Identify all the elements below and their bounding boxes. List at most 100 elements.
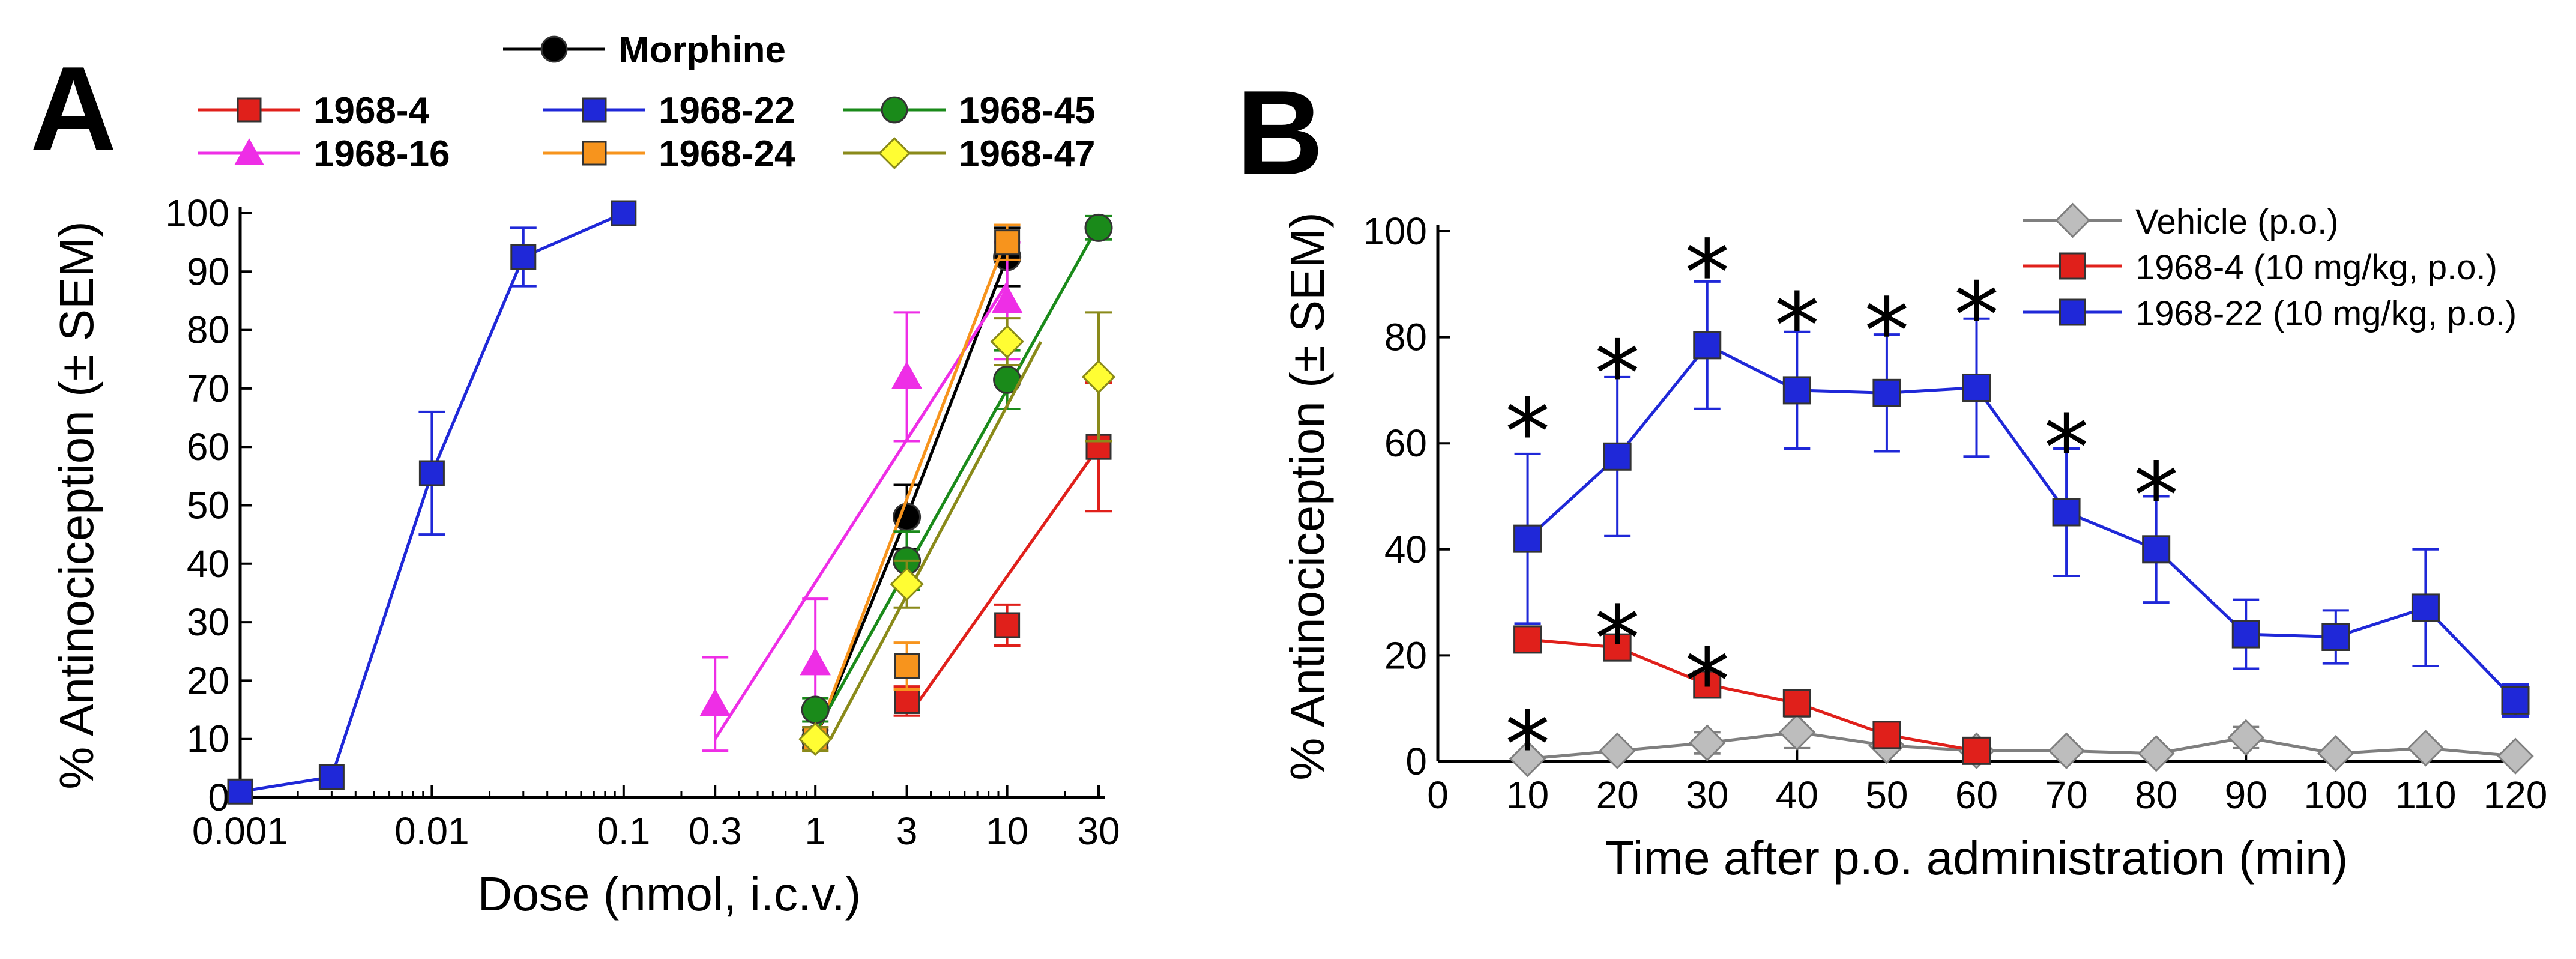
series-line: [1527, 638, 1977, 752]
data-point: [1513, 625, 1542, 654]
data-point: [2231, 620, 2260, 649]
legend-label: Vehicle (p.o.): [2135, 202, 2339, 241]
legend-marker: [234, 138, 264, 165]
regression-line: [829, 340, 1043, 740]
data-point: [1693, 331, 1722, 360]
y-tick-label: 100: [1363, 210, 1427, 253]
x-tick-label: 100: [2303, 773, 2368, 817]
x-tick-label: 40: [1776, 773, 1818, 817]
legend-marker: [878, 137, 911, 169]
significance-star: *: [1595, 587, 1640, 692]
x-tick-label: 0.3: [689, 809, 742, 853]
data-point: [1509, 740, 1546, 778]
data-point: [611, 200, 637, 226]
x-tick-label: 70: [2045, 773, 2087, 817]
data-point: [894, 653, 920, 679]
legend-label: 1968-22: [659, 90, 795, 132]
data-point: [2411, 593, 2440, 622]
x-tick-label: 50: [1865, 773, 1908, 817]
data-point: [893, 503, 922, 531]
y-tick-label: 20: [1384, 634, 1427, 677]
data-point: [1689, 724, 1726, 761]
data-point: [890, 567, 924, 601]
data-point: [1872, 378, 1901, 407]
legend-marker: [540, 35, 568, 63]
data-point: [1962, 373, 1991, 402]
significance-star: *: [1595, 322, 1640, 426]
data-point: [1782, 376, 1811, 405]
data-point: [2048, 732, 2085, 770]
legend-label: 1968-22 (10 mg/kg, p.o.): [2135, 294, 2517, 333]
y-tick-label: 0: [208, 776, 229, 819]
significance-star: *: [1685, 629, 1730, 734]
x-tick-label: 120: [2484, 773, 2548, 817]
data-point: [1084, 213, 1113, 242]
data-point: [798, 722, 833, 756]
legend: Morphine 1968-4 1968-22 1968-45 1968-16 1968-…: [198, 29, 1096, 175]
data-point: [1693, 670, 1722, 699]
data-point: [2501, 686, 2530, 715]
data-point: [699, 688, 731, 716]
series-2: [1513, 280, 2530, 718]
y-tick-label: 80: [187, 309, 229, 352]
legend-marker: [881, 96, 908, 124]
data-point: [1599, 732, 1636, 770]
data-point: [2227, 719, 2264, 756]
data-point: [1603, 633, 1632, 662]
x-tick-label: 30: [1686, 773, 1728, 817]
significance-star: *: [1775, 274, 1820, 379]
legend-marker: [2059, 298, 2086, 326]
data-point: [994, 229, 1021, 256]
legend-label: 1968-4 (10 mg/kg, p.o.): [2135, 248, 2497, 287]
y-tick-label: 10: [187, 718, 229, 761]
panel-b-letter: B: [1237, 66, 1323, 200]
x-tick-label: 0.001: [192, 809, 288, 853]
x-tick-label: 3: [896, 809, 918, 853]
data-point: [891, 361, 923, 389]
x-tick-label: 10: [1506, 773, 1549, 817]
legend-label: 1968-47: [959, 133, 1096, 175]
data-point: [318, 764, 345, 790]
x-axis-title: Dose (nmol, i.c.v.): [478, 867, 861, 921]
data-point: [2317, 735, 2354, 772]
y-tick-label: 70: [187, 367, 229, 410]
legend-label: Morphine: [618, 29, 786, 71]
legend-marker: [582, 97, 607, 123]
data-point: [1782, 689, 1811, 718]
data-point: [2142, 535, 2171, 564]
legend-marker: [2055, 202, 2090, 238]
significance-star: *: [1685, 221, 1730, 325]
panel-a-letter: A: [30, 42, 116, 176]
x-tick-label: 0.1: [597, 809, 650, 853]
data-point: [1962, 736, 1991, 765]
data-point: [2321, 622, 2350, 651]
significance-star: *: [2134, 444, 2179, 548]
y-axis-title: % Antinociception (± SEM): [50, 221, 103, 790]
regression-line: [913, 446, 1100, 708]
significance-star: *: [1864, 280, 1909, 384]
chart-a: 0 10 20 30 40 50 60 70 80 90 100 0.001 0.01 0.1 0.3 1 3 1…: [50, 29, 1120, 921]
x-tick-label: 60: [1955, 773, 1998, 817]
legend-marker: [582, 141, 607, 166]
data-point: [990, 324, 1024, 359]
y-tick-label: 0: [1405, 740, 1427, 783]
significance-star: *: [1954, 264, 1999, 368]
y-tick-label: 60: [1384, 422, 1427, 465]
y-tick-label: 60: [187, 425, 229, 468]
data-point: [227, 778, 253, 805]
legend-marker: [2059, 252, 2086, 280]
data-point: [994, 612, 1021, 638]
series-1: [893, 381, 1112, 717]
data-point: [1872, 721, 1901, 749]
regression-line: [813, 236, 1009, 740]
data-point: [2407, 730, 2445, 767]
data-point: [1778, 713, 1816, 751]
y-tick-label: 30: [187, 601, 229, 644]
data-point: [1603, 442, 1632, 471]
series-1: [1513, 625, 1991, 765]
significance-star: *: [1505, 380, 1550, 485]
x-tick-label: 110: [2395, 773, 2456, 817]
x-tick-label: 80: [2135, 773, 2177, 817]
series-0: [1509, 713, 2534, 778]
